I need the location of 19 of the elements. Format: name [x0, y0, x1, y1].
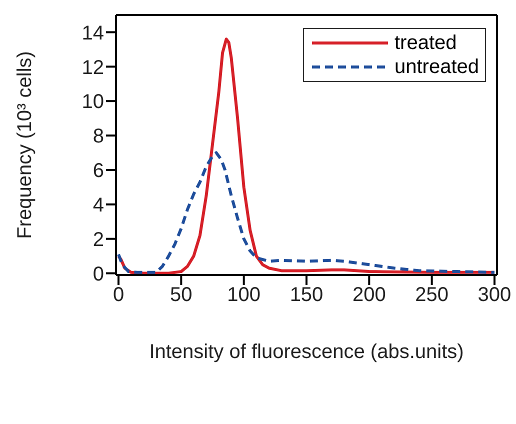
x-tick-label: 100 [227, 284, 261, 306]
x-tick-label: 0 [112, 284, 124, 306]
y-tick-label: 6 [92, 160, 104, 182]
x-tick-label: 200 [352, 284, 386, 306]
y-tick-label: 2 [92, 228, 104, 251]
y-tick-label: 0 [92, 263, 104, 286]
y-axis-title: Frequency (10³ cells) [14, 51, 36, 239]
y-tick-label: 12 [82, 56, 104, 79]
x-axis-title: Intensity of fluorescence (abs.units) [149, 341, 464, 363]
x-tick-label: 50 [170, 284, 192, 306]
x-tick-label: 250 [415, 284, 449, 306]
y-tick-label: 4 [92, 194, 104, 217]
x-tick-label: 150 [290, 284, 324, 306]
y-tick-label: 8 [92, 126, 104, 148]
y-tick-label: 10 [82, 91, 104, 114]
x-tick-label: 300 [478, 284, 512, 306]
legend-label: treated [394, 31, 457, 55]
y-tick-label: 14 [82, 22, 104, 44]
legend-label: untreated [394, 55, 479, 79]
